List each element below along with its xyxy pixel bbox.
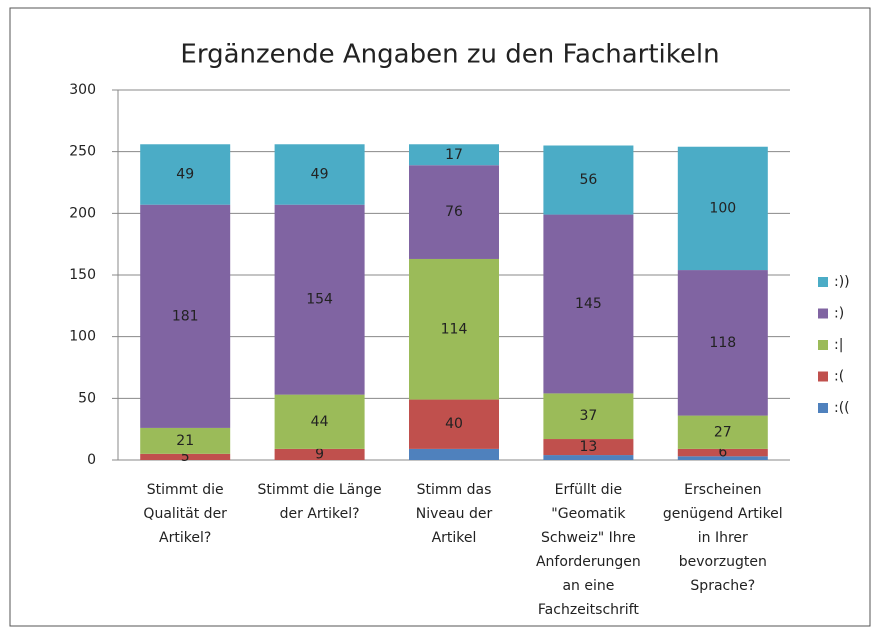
- bar-segment: [543, 455, 634, 460]
- bar-segment: [274, 448, 365, 460]
- bar-segment: [274, 204, 365, 395]
- x-tick-label: Stimmt die Qualität der Artikel?: [143, 482, 227, 546]
- data-label: 17: [445, 147, 463, 163]
- bar-segment: [677, 146, 768, 271]
- legend-label: :)): [834, 274, 850, 290]
- bar-segment: [140, 453, 231, 460]
- legend-label: :): [834, 306, 844, 322]
- bar-segment: [140, 427, 231, 454]
- data-label: 6: [718, 445, 727, 461]
- chart-title: Ergänzende Angaben zu den Fachartikeln: [180, 40, 719, 70]
- bar-segment: [409, 165, 499, 259]
- y-tick-label: 150: [69, 267, 96, 283]
- x-tick-label: Erfüllt die "Geomatik Schweiz" Ihre Anfo…: [535, 482, 641, 618]
- bar-segment: [543, 145, 634, 215]
- y-tick-label: 200: [69, 205, 96, 221]
- data-label: 27: [714, 424, 732, 440]
- data-label: 100: [709, 200, 736, 216]
- legend-label: :(: [834, 369, 844, 385]
- bar-segment: [274, 144, 365, 205]
- data-label: 5: [181, 449, 190, 465]
- y-tick-label: 100: [69, 329, 96, 345]
- data-label: 49: [311, 166, 329, 182]
- bar-segment: [677, 456, 768, 460]
- bar-segment: [140, 204, 231, 428]
- bar-segment: [274, 394, 365, 449]
- legend-swatch: [818, 340, 828, 350]
- data-label: 145: [575, 296, 602, 312]
- data-label: 154: [306, 292, 333, 308]
- legend-swatch: [818, 308, 828, 319]
- bar-segment: [677, 270, 768, 416]
- legend-swatch: [818, 403, 828, 413]
- bar-segment: [543, 439, 634, 456]
- y-tick-label: 300: [69, 82, 96, 98]
- data-label: 37: [579, 408, 597, 424]
- legend-swatch: [818, 277, 828, 287]
- data-label: 40: [445, 416, 463, 432]
- legend-label: :|: [834, 337, 843, 353]
- bar-segment: [409, 258, 499, 400]
- bar-segment: [409, 399, 499, 449]
- data-label: 13: [579, 439, 597, 455]
- x-tick-label: Erscheinen genügend Artikel in Ihrer bev…: [662, 482, 783, 594]
- bar-segment: [140, 144, 231, 205]
- bar-segment: [677, 448, 768, 457]
- data-label: 181: [172, 308, 199, 324]
- y-tick-label: 0: [87, 452, 96, 468]
- x-tick-label: Stimmt die Länge der Artikel?: [257, 482, 382, 522]
- data-label: 114: [441, 321, 468, 337]
- bar-segment: [543, 214, 634, 394]
- x-tick-label: Stimm das Niveau der Artikel: [415, 482, 493, 546]
- bar-segment: [409, 448, 499, 460]
- data-label: 49: [176, 166, 194, 182]
- bar-segment: [409, 144, 499, 166]
- bar-segment: [677, 415, 768, 449]
- legend-label: :((: [834, 400, 850, 416]
- data-label: 118: [709, 335, 736, 351]
- y-tick-label: 250: [69, 144, 96, 160]
- legend-swatch: [818, 371, 828, 382]
- data-label: 56: [579, 172, 597, 188]
- y-tick-label: 50: [78, 390, 96, 406]
- bar-segment: [543, 393, 634, 440]
- data-label: 76: [445, 204, 463, 220]
- data-label: 44: [311, 414, 329, 430]
- data-label: 21: [176, 433, 194, 449]
- data-label: 9: [315, 446, 324, 462]
